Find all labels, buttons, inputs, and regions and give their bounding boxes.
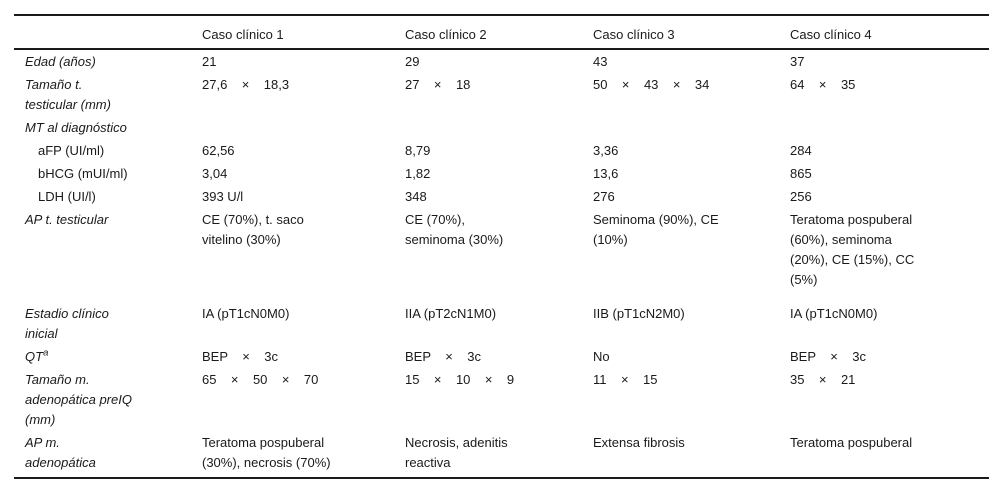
cell-value: 50 × 43 × 34 — [593, 77, 710, 92]
table-row: Tamaño t. testicular (mm) 27,6 × 18,3 27 ×… — [14, 73, 989, 116]
cell-value: 393 U/l — [202, 189, 244, 204]
table-row: LDH (UI/l) 393 U/l 348 276 256 — [14, 185, 989, 208]
cell-value: 3,36 — [593, 143, 619, 158]
cell-value — [202, 116, 405, 139]
column-header-caso-clinico-2: Caso clínico 2 — [405, 15, 593, 50]
table-body: Edad (años) 21 29 43 37 Tamaño t. testicular … — [14, 49, 989, 478]
row-label: AP t. testicular — [25, 212, 109, 227]
cell-value: BEP × 3c — [202, 349, 278, 364]
table-row: QTa BEP × 3c BEP × 3c No BEP × 3c — [14, 345, 989, 368]
cell-value: 64 × 35 — [790, 77, 856, 92]
table-row: aFP (UI/ml) 62,56 8,79 3,36 284 — [14, 139, 989, 162]
cell-value: 27,6 × 18,3 — [202, 77, 290, 92]
cell-value: IA (pT1cN0M0) — [790, 306, 878, 321]
cell-value: CE (70%), seminoma (30%) — [405, 212, 504, 247]
column-header-caso-clinico-4: Caso clínico 4 — [790, 15, 989, 50]
cell-value: 8,79 — [405, 143, 431, 158]
cell-value: 256 — [790, 189, 812, 204]
row-label-superscript: a — [43, 347, 49, 359]
clinical-cases-table: Caso clínico 1 Caso clínico 2 Caso clíni… — [14, 14, 989, 479]
cell-value: 43 — [593, 54, 608, 69]
row-label: Tamaño t. testicular (mm) — [25, 77, 111, 112]
cell-value: 284 — [790, 143, 812, 158]
row-label: Estadio clínico inicial — [25, 306, 109, 341]
row-label: MT al diagnóstico — [25, 120, 127, 135]
cell-value: 276 — [593, 189, 615, 204]
column-header-caso-clinico-1: Caso clínico 1 — [202, 15, 405, 50]
cell-value: Extensa fibrosis — [593, 435, 685, 450]
row-label: Tamaño m. adenopática preIQ (mm) — [25, 372, 132, 427]
cell-value: IIA (pT2cN1M0) — [405, 306, 497, 321]
table-row: MT al diagnóstico — [14, 116, 989, 139]
cell-value: 27 × 18 — [405, 77, 471, 92]
cell-value: 865 — [790, 166, 812, 181]
cell-value: 65 × 50 × 70 — [202, 372, 319, 387]
cell-value: 348 — [405, 189, 427, 204]
table-row: Edad (años) 21 29 43 37 — [14, 49, 989, 73]
cell-value: 15 × 10 × 9 — [405, 372, 515, 387]
cell-value: No — [593, 349, 610, 364]
cell-value: 1,82 — [405, 166, 431, 181]
cell-value: Teratoma pospuberal (30%), necrosis (70%… — [202, 435, 331, 470]
cell-value — [405, 116, 593, 139]
row-label: LDH (UI/l) — [38, 189, 96, 204]
cell-value: 13,6 — [593, 166, 619, 181]
cell-value: IA (pT1cN0M0) — [202, 306, 290, 321]
cell-value: IIB (pT1cN2M0) — [593, 306, 685, 321]
cell-value: BEP × 3c — [405, 349, 481, 364]
cell-value — [790, 116, 989, 139]
row-label: bHCG (mUI/ml) — [38, 166, 128, 181]
cell-value: BEP × 3c — [790, 349, 866, 364]
cell-value — [593, 116, 790, 139]
table-row: Estadio clínico inicial IA (pT1cN0M0) IIA … — [14, 302, 989, 345]
cell-value: 62,56 — [202, 143, 235, 158]
row-label: Edad (años) — [25, 54, 96, 69]
table-row: AP t. testicular CE (70%), t. saco viteli… — [14, 208, 989, 302]
cell-value: 21 — [202, 54, 217, 69]
cell-value: 35 × 21 — [790, 372, 856, 387]
table-row: AP m. adenopática Teratoma pospuberal (30… — [14, 431, 989, 478]
row-label: QTa — [25, 347, 49, 364]
corner-cell — [14, 15, 202, 50]
cell-value: 29 — [405, 54, 420, 69]
table-row: Tamaño m. adenopática preIQ (mm) 65 × 50 … — [14, 368, 989, 431]
row-label: AP m. adenopática — [25, 435, 96, 470]
cell-value: 37 — [790, 54, 805, 69]
cell-value: 3,04 — [202, 166, 228, 181]
cell-value: Seminoma (90%), CE (10%) — [593, 212, 719, 247]
row-label: aFP (UI/ml) — [38, 143, 105, 158]
cell-value: Necrosis, adenitis reactiva — [405, 435, 508, 470]
header-row: Caso clínico 1 Caso clínico 2 Caso clíni… — [14, 15, 989, 50]
column-header-caso-clinico-3: Caso clínico 3 — [593, 15, 790, 50]
table-row: bHCG (mUI/ml) 3,04 1,82 13,6 865 — [14, 162, 989, 185]
cell-value: 11 × 15 — [593, 372, 658, 387]
cell-value: CE (70%), t. saco vitelino (30%) — [202, 212, 304, 247]
cell-value: Teratoma pospuberal — [790, 435, 913, 450]
cell-value: Teratoma pospuberal (60%), seminoma (20%… — [790, 212, 915, 287]
